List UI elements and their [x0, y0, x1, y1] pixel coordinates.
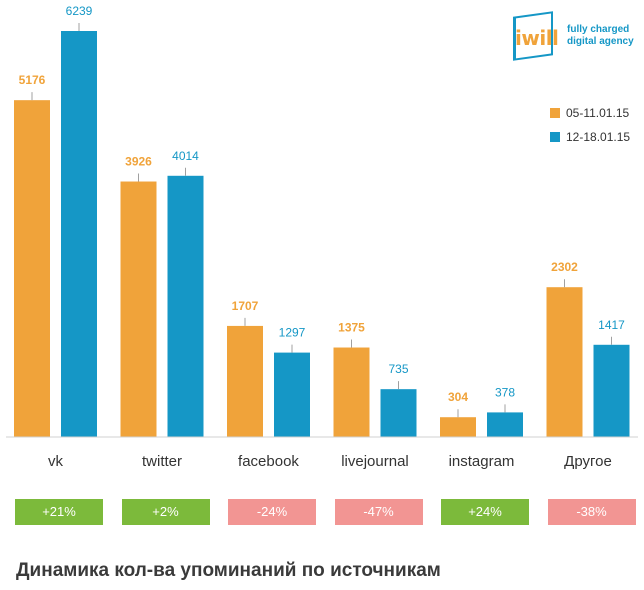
- legend-swatch-series2: [550, 132, 560, 142]
- bar-1-5: [546, 287, 583, 437]
- value-label: 304: [448, 390, 468, 404]
- legend-swatch-series1: [550, 108, 560, 118]
- category-labels-group: vk twitter facebook livejournal instagram Дру…: [48, 453, 612, 470]
- value-label: 378: [495, 385, 515, 399]
- legend-item-series1: 05-11.01.15: [550, 103, 630, 123]
- bar-2-1: [167, 175, 204, 437]
- category-label: Другое: [564, 453, 612, 470]
- bar-2-5: [593, 344, 630, 437]
- legend-label-series2: 12-18.01.15: [566, 130, 631, 144]
- category-label: instagram: [449, 453, 515, 470]
- logo-tagline: fully charged digital agency: [567, 24, 634, 48]
- bar-1-0: [14, 100, 50, 437]
- value-label: 2302: [551, 260, 578, 274]
- change-badge: +24%: [441, 499, 529, 525]
- brand-logo: iwill fully charged digital agency: [513, 11, 634, 61]
- logo-word: iwill: [515, 26, 559, 50]
- bars-group: [14, 31, 630, 437]
- change-badge: -47%: [334, 499, 423, 525]
- logo-tagline-line1: fully charged: [567, 24, 630, 35]
- value-label: 1375: [338, 321, 365, 335]
- value-labels-group: 5176 6239 3926 4014 1707 1297 1375 735 304 378 230…: [19, 4, 625, 418]
- value-label: 3926: [125, 155, 152, 169]
- change-badges-row: +21% +2% -24% -47% +24% -38%: [0, 499, 644, 525]
- bar-1-4: [440, 417, 476, 437]
- bar-2-4: [487, 412, 523, 437]
- category-label: livejournal: [341, 453, 409, 470]
- legend: 05-11.01.15 12-18.01.15: [550, 103, 630, 151]
- change-badge: +2%: [121, 499, 210, 525]
- change-badge: -24%: [228, 499, 316, 525]
- value-label: 6239: [66, 4, 93, 18]
- value-label: 5176: [19, 73, 46, 87]
- bar-1-2: [227, 325, 263, 437]
- category-label: facebook: [238, 453, 299, 470]
- logo-tagline-line2: digital agency: [567, 36, 634, 47]
- bar-2-3: [380, 389, 417, 437]
- bar-1-1: [120, 181, 157, 437]
- value-label: 1417: [598, 318, 625, 332]
- value-label: 1707: [232, 299, 259, 313]
- bar-2-0: [61, 31, 97, 437]
- category-label: twitter: [142, 453, 182, 470]
- value-label: 4014: [172, 149, 199, 163]
- value-label: 1297: [279, 326, 306, 340]
- chart-title: Динамика кол-ва упоминаний по источникам: [16, 560, 441, 581]
- legend-label-series1: 05-11.01.15: [566, 106, 630, 120]
- change-badge: +21%: [15, 499, 103, 525]
- bar-2-2: [274, 352, 310, 437]
- legend-item-series2: 12-18.01.15: [550, 127, 630, 147]
- value-label: 735: [388, 362, 408, 376]
- bar-1-3: [333, 347, 370, 437]
- change-badge: -38%: [547, 499, 636, 525]
- category-label: vk: [48, 453, 64, 470]
